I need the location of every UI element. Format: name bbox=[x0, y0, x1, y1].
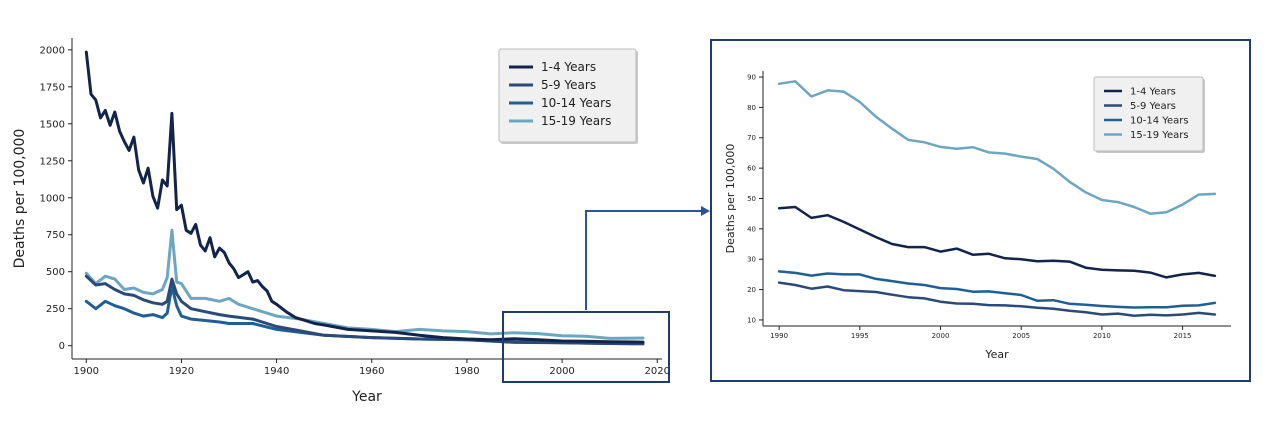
y-tick-label: 10 bbox=[747, 316, 756, 324]
series-line-3 bbox=[84, 228, 645, 340]
series-line-1 bbox=[84, 274, 645, 346]
x-tick-label: 1920 bbox=[169, 366, 194, 377]
y-tick-label: 1000 bbox=[40, 193, 65, 204]
x-tick-label: 1960 bbox=[359, 366, 384, 377]
y-axis-label: Deaths per 100,000 bbox=[724, 144, 737, 254]
series-line-0 bbox=[84, 50, 645, 344]
x-tick-label: 2020 bbox=[645, 366, 670, 377]
y-tick-label: 40 bbox=[747, 225, 756, 233]
x-axis-label: Year bbox=[351, 389, 382, 405]
legend-box bbox=[498, 48, 637, 143]
y-tick-label: 0 bbox=[59, 341, 65, 352]
y-tick-label: 20 bbox=[747, 286, 756, 294]
x-tick-label: 2005 bbox=[1012, 332, 1030, 340]
y-tick-label: 30 bbox=[747, 256, 756, 264]
main-chart: 0 250 500 750 1000 1250 1500 1750 2000 1900 1920 19… bbox=[12, 38, 670, 405]
y-tick-label: 80 bbox=[747, 104, 756, 112]
y-tick-label: 70 bbox=[747, 134, 756, 142]
y-tick-label: 750 bbox=[46, 230, 65, 241]
legend-box bbox=[1093, 76, 1204, 152]
y-tick-label: 1750 bbox=[40, 82, 65, 93]
y-tick-label: 1250 bbox=[40, 156, 65, 167]
y-axis-label: Deaths per 100,000 bbox=[12, 129, 28, 269]
series-line-1 bbox=[777, 281, 1217, 317]
x-tick-label: 1900 bbox=[74, 366, 99, 377]
series-line-0 bbox=[777, 205, 1217, 279]
legend-label: 15-19 Years bbox=[541, 114, 611, 128]
x-tick-label: 1990 bbox=[770, 332, 788, 340]
legend-label: 15-19 Years bbox=[1130, 130, 1189, 141]
x-tick-label: 2010 bbox=[1093, 332, 1111, 340]
legend-label: 5-9 Years bbox=[1130, 101, 1176, 112]
x-tick-label: 2000 bbox=[932, 332, 950, 340]
legend-label: 5-9 Years bbox=[541, 78, 596, 92]
legend-label: 1-4 Years bbox=[1130, 87, 1176, 98]
y-tick-label: 2000 bbox=[40, 45, 65, 56]
series-line-2 bbox=[777, 270, 1217, 309]
y-tick-label: 60 bbox=[747, 165, 756, 173]
y-tick-label: 1500 bbox=[40, 119, 65, 130]
x-axis-label: Year bbox=[984, 348, 1009, 361]
x-tick-label: 1995 bbox=[851, 332, 869, 340]
x-tick-label: 1940 bbox=[264, 366, 289, 377]
inset-chart: 10 20 30 40 50 60 70 80 90 1990 1995 2000 2005 2010 20… bbox=[710, 39, 1251, 382]
x-tick-label: 1980 bbox=[454, 366, 479, 377]
zoom-region-box bbox=[502, 311, 670, 383]
x-tick-label: 2000 bbox=[549, 366, 574, 377]
series-line-3 bbox=[777, 80, 1217, 215]
y-tick-label: 500 bbox=[46, 267, 65, 278]
y-tick-label: 250 bbox=[46, 304, 65, 315]
zoom-connector-arrowhead bbox=[701, 206, 710, 216]
y-tick-label: 90 bbox=[747, 74, 756, 82]
legend-label: 1-4 Years bbox=[541, 60, 596, 74]
x-tick-label: 2015 bbox=[1174, 332, 1192, 340]
legend-label: 10-14 Years bbox=[541, 96, 611, 110]
legend-label: 10-14 Years bbox=[1130, 116, 1189, 127]
y-tick-label: 50 bbox=[747, 195, 756, 203]
